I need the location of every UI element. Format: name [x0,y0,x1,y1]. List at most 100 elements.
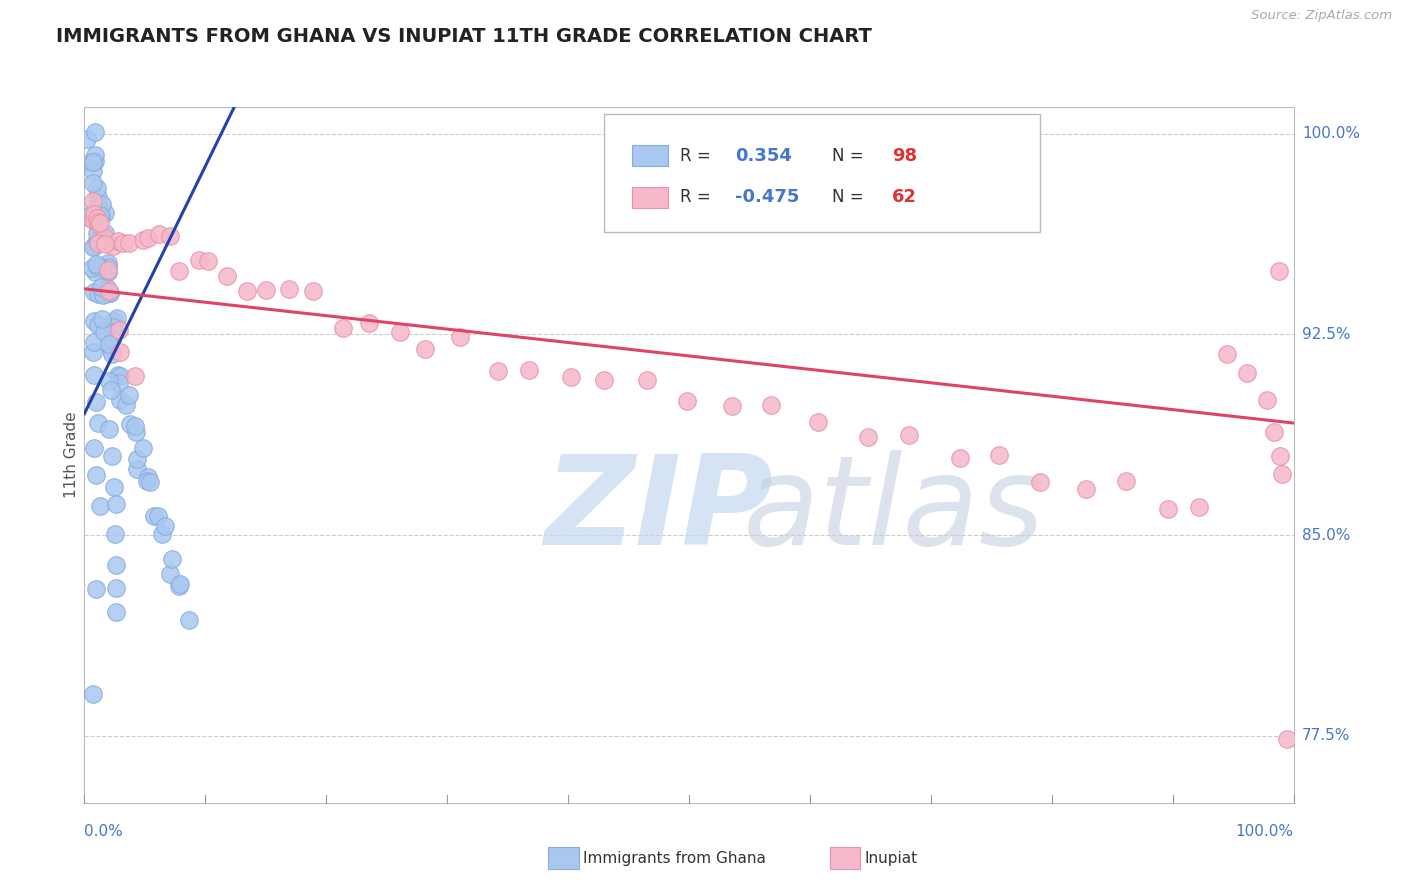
Point [103,314,125,328]
Text: IMMIGRANTS FROM GHANA VS INUPIAT 11TH GRADE CORRELATION CHART: IMMIGRANTS FROM GHANA VS INUPIAT 11TH GR… [56,27,872,45]
Point [139,475,162,489]
Text: 62: 62 [891,188,917,206]
Point [93,232,115,246]
Point [100,383,122,397]
Point [1236,367,1258,381]
Point [127,451,149,466]
Point [84,467,107,482]
Point [115,398,138,412]
Point [93,206,115,220]
Point [1271,467,1294,482]
Point [87,235,110,250]
Point [105,311,128,326]
Point [807,415,830,429]
Point [104,497,127,511]
Point [560,370,582,384]
Point [108,369,131,384]
Point [636,373,658,387]
Text: Immigrants from Ghana: Immigrants from Ghana [583,851,766,865]
Point [108,323,131,337]
Point [87,287,110,301]
Point [89,208,111,222]
Point [83,207,105,221]
Point [127,462,149,476]
Point [91,229,114,244]
Point [413,342,436,356]
Point [82,194,104,208]
Point [118,235,141,250]
Point [86,215,108,229]
Point [131,233,153,247]
Point [86,233,108,247]
Point [98,285,121,300]
Point [87,318,110,332]
Point [84,154,107,169]
Point [86,217,108,231]
Text: 98: 98 [891,147,917,165]
Point [107,368,129,383]
Point [98,284,121,298]
Point [143,509,166,524]
Point [177,613,200,627]
Point [517,363,540,377]
Point [91,312,114,326]
Text: N =: N = [831,188,869,206]
Point [125,425,148,440]
Text: 0.354: 0.354 [735,147,792,165]
Point [100,347,122,361]
Point [98,285,121,300]
Point [1216,346,1239,360]
Point [76,132,98,146]
Text: atlas: atlas [744,450,1046,571]
Point [87,416,110,430]
Point [148,227,170,242]
Point [84,265,107,279]
Point [87,197,110,211]
Point [83,148,105,162]
Point [108,376,131,390]
Point [117,388,139,402]
Point [108,392,131,407]
Text: Inupiat: Inupiat [865,851,918,865]
Point [1270,449,1292,463]
Point [108,345,131,359]
Point [987,449,1010,463]
Point [357,316,380,330]
Point [86,394,108,409]
Point [124,368,146,383]
Point [83,285,105,300]
Point [83,368,105,382]
Point [301,285,323,299]
Point [155,518,177,533]
Point [107,234,129,248]
Point [104,527,127,541]
Text: 92.5%: 92.5% [1302,327,1350,342]
Point [1188,500,1211,514]
Point [136,474,159,488]
Point [1275,732,1298,747]
Text: ZIP: ZIP [544,450,772,571]
Point [101,320,124,334]
Text: 0.0%: 0.0% [84,823,124,838]
Point [93,260,115,275]
Point [1074,482,1097,496]
Point [449,330,471,344]
Point [82,687,104,701]
Point [86,259,108,273]
Point [90,210,112,224]
Point [82,164,104,178]
Point [87,190,110,204]
Point [97,260,120,274]
Point [103,325,125,339]
Text: 85.0%: 85.0% [1302,528,1350,542]
Point [94,226,117,240]
Point [136,231,159,245]
Point [332,321,354,335]
Point [82,176,104,190]
Point [98,336,121,351]
Point [159,566,181,581]
Point [215,268,238,283]
Point [98,422,121,436]
Point [111,235,134,250]
Point [82,240,104,254]
